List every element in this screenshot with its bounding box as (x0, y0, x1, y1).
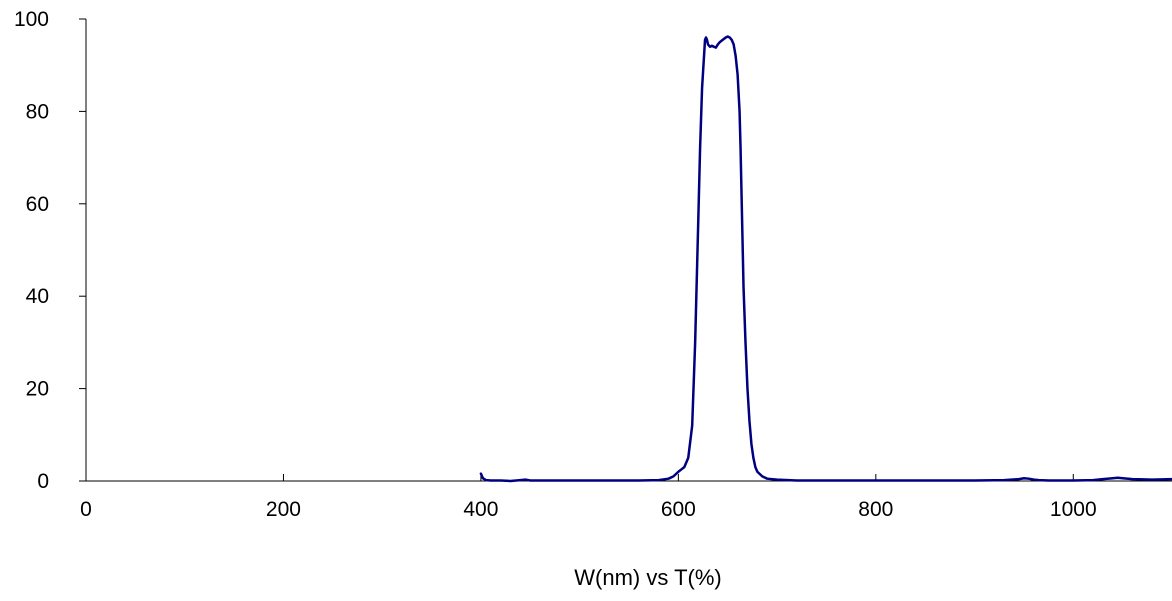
x-tick-label: 800 (858, 498, 893, 521)
y-tick-label: 100 (14, 8, 49, 31)
axes (85, 19, 1172, 482)
y-tick-label: 60 (26, 193, 49, 216)
y-tick-label: 0 (37, 470, 49, 493)
y-tick-label: 40 (26, 285, 49, 308)
x-tick-label: 0 (80, 498, 92, 521)
x-axis-label: W(nm) vs T(%) (574, 565, 721, 590)
x-tick-label: 400 (463, 498, 498, 521)
y-tick-label: 80 (26, 100, 49, 123)
y-tick-label: 20 (26, 378, 49, 401)
series-line (479, 35, 1172, 483)
x-tick-label: 1000 (1050, 498, 1097, 521)
y-ticks: 0 20 40 60 80 100 (14, 8, 86, 493)
x-tick-label: 200 (266, 498, 301, 521)
x-ticks: 0 200 400 600 800 1000 (80, 474, 1097, 521)
x-tick-label: 600 (661, 498, 696, 521)
